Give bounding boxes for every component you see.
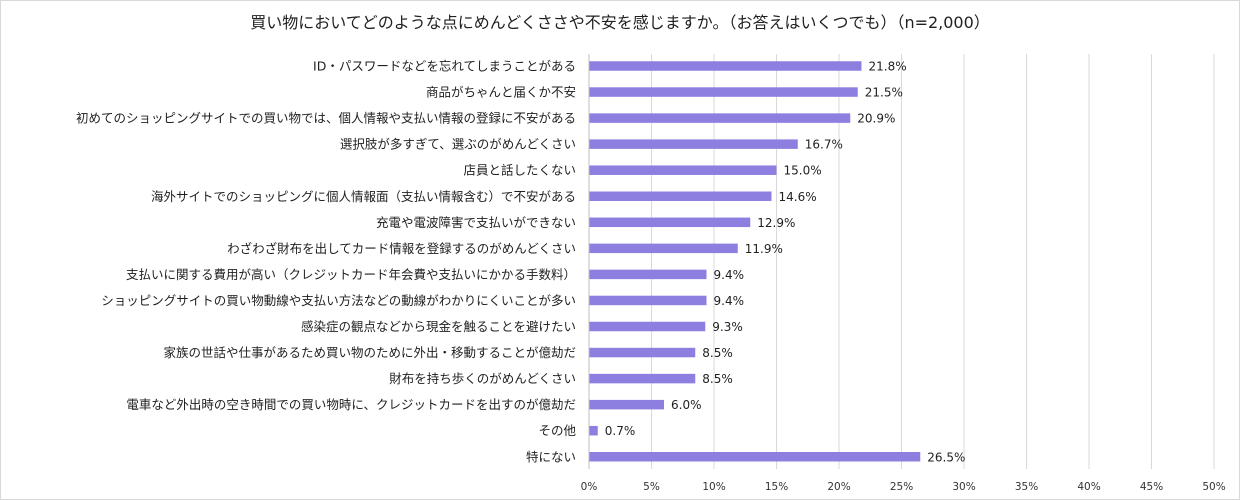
category-label: 海外サイトでのショッピングに個人情報面（支払い情報含む）で不安がある [151,189,576,204]
value-label: 21.8% [869,60,907,74]
value-label: 21.5% [865,86,903,100]
x-tick-label: 15% [765,481,788,493]
bar [589,243,738,254]
bar [589,113,851,123]
category-label: わざわざ財布を出してカード情報を登録するのがめんどくさい [227,241,576,256]
bar [589,191,772,201]
category-label: 選択肢が多すぎて、選ぶのがめんどくさい [340,137,576,152]
bar [589,61,862,71]
bar [589,295,707,306]
bar [589,452,921,462]
value-label: 15.0% [784,164,822,178]
category-label: ID・パスワードなどを忘れてしまうことがある [313,59,576,74]
bar [589,399,664,410]
gridlines [651,54,1215,469]
chart-title: 買い物においてどのような点にめんどくささや不安を感じますか。（お答えはいくつでも… [250,13,990,32]
value-label: 8.5% [702,372,733,386]
bar [589,165,777,175]
x-tick-label: 0% [581,481,598,493]
value-label: 9.4% [714,268,745,282]
category-labels: ID・パスワードなどを忘れてしまうことがある商品がちゃんと届くか不安初めてのショ… [76,59,577,465]
x-tick-label: 50% [1202,481,1225,493]
value-label: 14.6% [779,190,817,204]
x-tick-label: 45% [1140,481,1163,493]
bar [589,373,696,384]
value-label: 12.9% [757,216,795,230]
category-label: 電車など外出時の空き時間での買い物時に、クレジットカードを出すのが億劫だ [126,397,576,412]
category-label: ショッピングサイトの買い物動線や支払い方法などの動線がわかりにくいことが多い [101,293,576,308]
category-label: 財布を持ち歩くのがめんどくさい [389,371,576,386]
bar [589,217,751,228]
bar [589,425,598,436]
value-label: 9.3% [712,320,743,334]
value-label: 0.7% [605,424,636,438]
category-label: 家族の世話や仕事があるため買い物のために外出・移動することが億劫だ [163,345,576,360]
category-label: 感染症の観点などから現金を触ることを避けたい [301,319,576,334]
bar [589,347,696,358]
value-label: 26.5% [927,450,965,464]
value-label: 9.4% [714,294,745,308]
bar [589,321,706,332]
value-label: 6.0% [671,398,702,412]
category-label: 初めてのショッピングサイトでの買い物では、個人情報や支払い情報の登録に不安がある [76,111,576,126]
value-label: 20.9% [857,112,895,126]
value-label: 16.7% [805,138,843,152]
x-tick-label: 20% [827,481,850,493]
bar [589,139,798,149]
x-tick-label: 30% [952,481,975,493]
bars [589,61,921,462]
x-axis-tick-labels: 0% 5% 10% 15% 20% 25% 30% 35% 40% 45% 50% [581,481,1226,493]
category-label: その他 [538,423,576,438]
value-label: 11.9% [745,242,783,256]
value-label: 8.5% [702,346,733,360]
bar [589,87,858,97]
category-label: 店員と話したくない [463,163,576,178]
value-labels: 21.8% 21.5% 20.9% 16.7% 15.0% 14.6% 12.9% 11.9%… [605,60,966,465]
x-tick-label: 10% [702,481,725,493]
x-tick-label: 40% [1077,481,1100,493]
x-tick-label: 5% [643,481,660,493]
x-tick-label: 25% [890,481,913,493]
category-label: 特にない [526,449,576,464]
category-label: 支払いに関する費用が高い（クレジットカード年会費や支払いにかかる手数料） [126,267,576,282]
x-tick-label: 35% [1015,481,1038,493]
bar [589,269,707,280]
category-label: 充電や電波障害で支払いができない [376,215,576,230]
category-label: 商品がちゃんと届くか不安 [426,85,576,100]
